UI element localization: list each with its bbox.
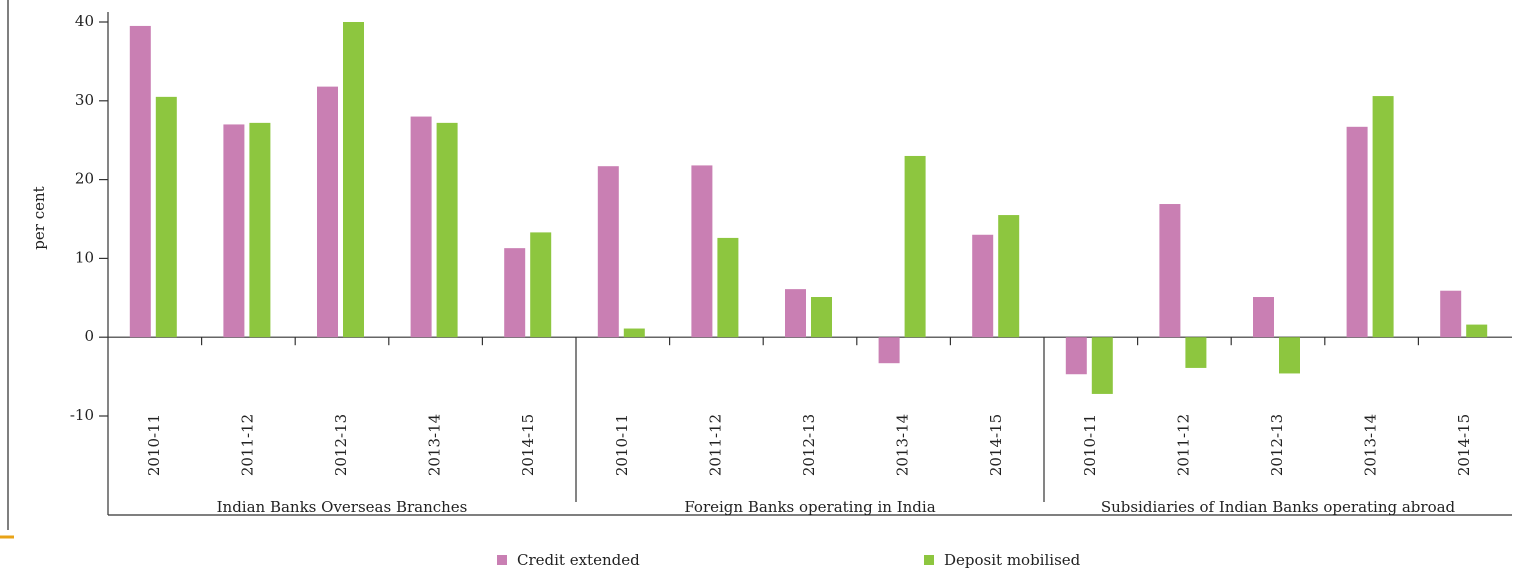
- x-tick-label: 2012-13: [800, 414, 818, 476]
- bar: [1372, 96, 1394, 338]
- bar: [249, 122, 271, 338]
- bar: [623, 328, 645, 338]
- x-tick-label: 2011-12: [238, 414, 256, 476]
- group-label: Foreign Banks operating in India: [684, 498, 935, 516]
- bar: [811, 297, 832, 338]
- y-tick-label: 10: [75, 248, 94, 266]
- bar: [436, 122, 458, 338]
- legend-swatch: [497, 555, 507, 565]
- x-tick-label: 2010-11: [613, 414, 631, 476]
- bar: [1466, 324, 1488, 338]
- bar: [597, 166, 619, 338]
- x-tick-label: 2014-15: [1455, 414, 1473, 476]
- bar: [1185, 337, 1207, 368]
- x-tick-label: 2013-14: [1362, 414, 1380, 476]
- bar: [1253, 297, 1274, 338]
- bar: [1440, 290, 1462, 338]
- bar: [410, 116, 432, 338]
- bar: [530, 232, 552, 338]
- bar: [1065, 337, 1087, 375]
- bar: [998, 215, 1020, 338]
- bar: [129, 25, 151, 338]
- bar: [1279, 337, 1300, 374]
- bar: [1346, 126, 1368, 338]
- bar: [155, 96, 177, 338]
- x-tick-label: 2011-12: [706, 414, 724, 476]
- x-tick-label: 2013-14: [894, 414, 912, 476]
- bar: [1091, 337, 1113, 394]
- x-tick-label: 2010-11: [1081, 414, 1099, 476]
- bar: [1159, 204, 1181, 338]
- y-tick-label: 40: [75, 12, 94, 30]
- x-tick-label: 2013-14: [426, 414, 444, 476]
- x-tick-label: 2011-12: [1174, 414, 1192, 476]
- y-tick-label: 30: [75, 91, 94, 109]
- bar: [343, 22, 364, 338]
- bar: [785, 289, 806, 338]
- x-tick-label: 2012-13: [332, 414, 350, 476]
- legend-label: Deposit mobilised: [944, 551, 1081, 569]
- bar: [904, 155, 926, 338]
- group-label: Indian Banks Overseas Branches: [217, 498, 468, 516]
- y-tick-label: 20: [75, 170, 94, 188]
- legend-label: Credit extended: [517, 551, 640, 569]
- x-tick-label: 2014-15: [987, 414, 1005, 476]
- x-tick-label: 2014-15: [519, 414, 537, 476]
- x-tick-label: 2012-13: [1268, 414, 1286, 476]
- bar: [223, 124, 245, 338]
- y-axis-label: per cent: [30, 186, 48, 249]
- bar: [972, 234, 994, 338]
- legend-swatch: [924, 555, 934, 565]
- bar: [504, 248, 526, 338]
- bar: [317, 86, 338, 338]
- y-tick-label: 0: [84, 327, 94, 345]
- x-tick-label: 2010-11: [145, 414, 163, 476]
- bar: [878, 337, 900, 364]
- bar: [717, 237, 739, 338]
- bar: [691, 165, 713, 338]
- group-label: Subsidiaries of Indian Banks operating a…: [1101, 498, 1456, 516]
- y-tick-label: -10: [70, 406, 94, 424]
